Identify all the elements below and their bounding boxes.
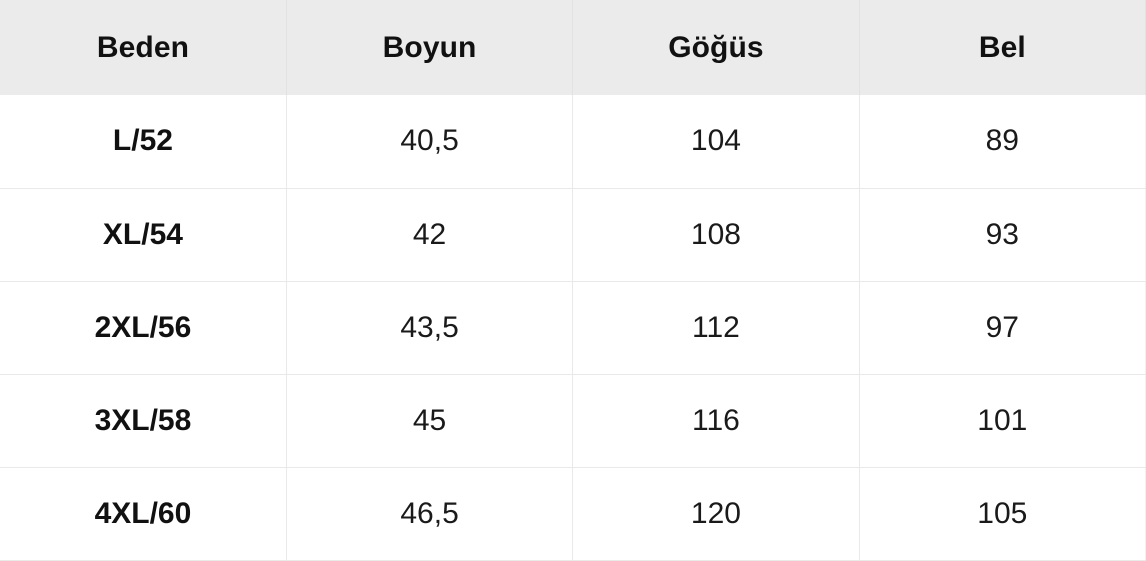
cell-boyun: 43,5 xyxy=(286,281,574,375)
table-row: 3XL/58 45 116 101 xyxy=(0,374,1146,468)
header-row: Beden Boyun Göğüs Bel xyxy=(0,0,1146,95)
cell-gogus: 108 xyxy=(572,188,860,282)
column-header-bel: Bel xyxy=(859,0,1146,95)
cell-beden: 3XL/58 xyxy=(0,374,287,468)
table-body: L/52 40,5 104 89 XL/54 42 108 93 2XL/56 … xyxy=(0,95,1146,561)
cell-boyun: 42 xyxy=(286,188,574,282)
cell-gogus: 112 xyxy=(572,281,860,375)
cell-boyun: 46,5 xyxy=(286,467,574,561)
table-header: Beden Boyun Göğüs Bel xyxy=(0,0,1146,95)
column-header-gogus: Göğüs xyxy=(572,0,860,95)
table-row: 4XL/60 46,5 120 105 xyxy=(0,467,1146,561)
cell-bel: 105 xyxy=(859,467,1146,561)
cell-boyun: 45 xyxy=(286,374,574,468)
column-header-beden: Beden xyxy=(0,0,287,95)
cell-beden: XL/54 xyxy=(0,188,287,282)
cell-beden: 2XL/56 xyxy=(0,281,287,375)
cell-bel: 97 xyxy=(859,281,1146,375)
cell-bel: 93 xyxy=(859,188,1146,282)
cell-bel: 101 xyxy=(859,374,1146,468)
cell-beden: 4XL/60 xyxy=(0,467,287,561)
cell-gogus: 104 xyxy=(572,95,860,189)
cell-gogus: 116 xyxy=(572,374,860,468)
table-row: XL/54 42 108 93 xyxy=(0,188,1146,282)
cell-beden: L/52 xyxy=(0,95,287,189)
table-row: 2XL/56 43,5 112 97 xyxy=(0,281,1146,375)
cell-boyun: 40,5 xyxy=(286,95,574,189)
table-row: L/52 40,5 104 89 xyxy=(0,95,1146,189)
cell-bel: 89 xyxy=(859,95,1146,189)
column-header-boyun: Boyun xyxy=(286,0,574,95)
cell-gogus: 120 xyxy=(572,467,860,561)
